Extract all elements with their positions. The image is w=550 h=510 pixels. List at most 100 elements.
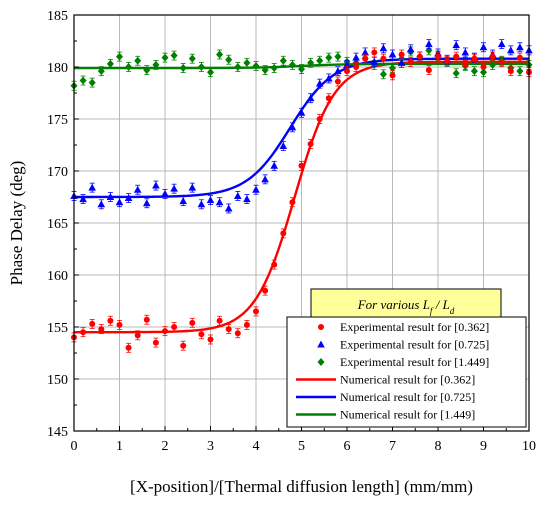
data-point <box>334 67 342 75</box>
data-point <box>234 63 242 71</box>
data-point <box>224 204 233 212</box>
y-tick-label: 150 <box>47 373 68 388</box>
data-point <box>315 79 324 87</box>
data-point <box>161 189 169 197</box>
data-point <box>152 60 160 69</box>
data-point <box>89 320 96 327</box>
data-point <box>425 67 432 74</box>
data-point <box>507 68 514 75</box>
data-point <box>325 53 333 62</box>
data-point <box>389 64 396 73</box>
data-point <box>216 50 224 59</box>
data-point <box>225 326 232 333</box>
data-point <box>215 198 224 206</box>
data-point <box>270 64 278 73</box>
data-point <box>452 41 460 49</box>
data-point <box>79 195 87 203</box>
data-point <box>80 329 87 336</box>
data-point <box>98 326 105 333</box>
data-point <box>207 68 214 77</box>
data-point <box>516 67 524 76</box>
data-point <box>398 51 405 58</box>
data-point <box>298 65 305 74</box>
data-point <box>325 74 333 82</box>
data-point <box>461 48 470 56</box>
legend-label-3: Numerical result for [0.362] <box>340 373 475 387</box>
data-point <box>307 58 315 67</box>
data-point <box>480 68 487 77</box>
data-point <box>307 140 314 147</box>
data-point <box>188 54 196 63</box>
legend-label-1: Experimental result for [0.725] <box>340 338 489 352</box>
data-point <box>435 53 441 60</box>
x-tick-label: 7 <box>389 439 396 454</box>
data-point <box>444 57 451 64</box>
data-point <box>270 161 278 169</box>
data-point <box>379 70 387 79</box>
data-point <box>179 64 187 73</box>
x-tick-label: 4 <box>253 439 260 454</box>
data-point <box>252 61 260 70</box>
data-point <box>489 53 496 60</box>
data-point <box>134 332 141 339</box>
data-point <box>271 261 278 268</box>
y-tick-label: 165 <box>47 217 68 232</box>
data-point <box>115 198 124 206</box>
data-point <box>234 191 242 199</box>
data-point <box>452 69 460 78</box>
legend-title: For various Lf / Ld <box>357 297 455 316</box>
data-point <box>334 78 341 85</box>
x-tick-label: 6 <box>344 439 351 454</box>
data-point <box>152 339 159 346</box>
data-point <box>453 53 460 60</box>
data-point <box>197 200 206 208</box>
y-tick-label: 175 <box>47 113 68 128</box>
y-axis-title: Phase Delay (deg) <box>7 161 26 286</box>
x-tick-label: 0 <box>71 439 78 454</box>
data-point <box>134 56 142 65</box>
y-tick-label: 180 <box>47 61 68 76</box>
data-point <box>206 196 215 204</box>
data-point <box>516 43 524 51</box>
axis-ticks: 0 1 2 3 4 5 6 7 8 9 10 145 150 155 160 165 170 175 180 185 <box>47 9 536 454</box>
data-point <box>352 53 360 61</box>
data-point <box>289 199 296 206</box>
data-point <box>298 162 305 169</box>
numerical-curve-0 <box>74 60 529 334</box>
legend-label-0: Experimental result for [0.362] <box>340 320 489 334</box>
data-point <box>243 58 251 67</box>
data-point <box>353 64 360 70</box>
data-point <box>371 49 378 56</box>
y-tick-label: 160 <box>47 269 68 284</box>
data-point <box>106 193 115 200</box>
x-tick-label: 1 <box>116 439 123 454</box>
data-point <box>124 194 133 202</box>
data-point <box>243 321 250 328</box>
data-point <box>262 287 269 294</box>
y-tick-label: 170 <box>47 165 68 180</box>
data-point <box>180 342 187 349</box>
data-point <box>406 45 415 53</box>
legend: For various Lf / Ld Experimental result … <box>286 288 527 428</box>
data-point <box>471 55 478 62</box>
legend-label-5: Numerical result for [1.449] <box>340 408 475 422</box>
data-point <box>279 142 288 150</box>
x-tick-label: 8 <box>435 439 442 454</box>
data-point <box>288 123 297 131</box>
x-tick-label: 10 <box>522 439 536 454</box>
data-point <box>489 60 497 69</box>
data-point <box>197 63 205 71</box>
y-tick-label: 185 <box>47 9 68 24</box>
data-point <box>497 40 506 48</box>
y-tick-label: 145 <box>47 425 68 440</box>
data-point <box>170 184 178 192</box>
data-point <box>170 51 178 60</box>
data-point <box>116 52 123 61</box>
data-point <box>97 200 106 208</box>
legend-marker-0 <box>318 324 324 330</box>
x-tick-label: 5 <box>298 439 305 454</box>
legend-marker-2 <box>317 358 325 366</box>
data-point <box>344 68 350 75</box>
data-point <box>288 60 296 69</box>
data-point <box>279 56 287 65</box>
